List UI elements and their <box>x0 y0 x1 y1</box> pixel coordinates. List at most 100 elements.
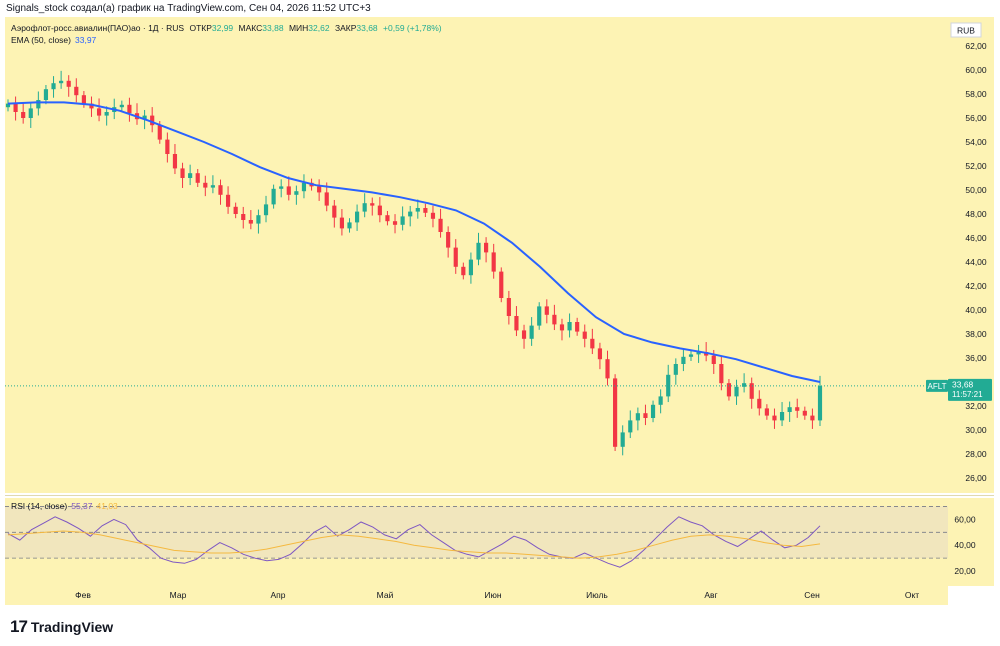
price-tick-label: 28,00 <box>965 449 987 459</box>
candle <box>339 209 344 236</box>
candle <box>400 206 405 231</box>
candle-body <box>453 247 458 267</box>
candle <box>613 374 618 451</box>
candle-body <box>66 80 71 87</box>
candle <box>461 262 466 280</box>
candle-body <box>544 306 549 315</box>
last-price-value: 33,68 <box>952 379 974 389</box>
price-tick-label: 62,00 <box>965 41 987 51</box>
candle <box>5 99 11 112</box>
candle <box>484 237 489 263</box>
candle-body <box>817 385 823 421</box>
rsi-scale[interactable] <box>948 498 994 586</box>
chart-caption: Signals_stock создал(а) график на Tradin… <box>6 3 371 14</box>
price-tick-label: 52,00 <box>965 161 987 171</box>
candle-body <box>294 191 299 195</box>
tradingview-logo[interactable]: 17 TradingView <box>10 617 113 637</box>
candle <box>605 350 610 386</box>
rsi-tick-label: 60,00 <box>954 514 976 524</box>
candle-body <box>742 383 747 387</box>
candle-body <box>575 322 580 332</box>
candle <box>559 318 565 341</box>
candle-body <box>605 359 610 379</box>
candle-body <box>491 252 496 272</box>
candle <box>537 302 542 330</box>
candle <box>195 169 200 187</box>
candle <box>377 197 382 223</box>
candle-body <box>772 415 777 421</box>
time-tick-label: Авг <box>704 590 717 600</box>
candle <box>468 252 474 284</box>
candle <box>28 102 33 128</box>
candle-body <box>354 211 360 223</box>
candle-body <box>271 188 276 205</box>
candle-body <box>559 324 565 331</box>
ema-line <box>7 101 821 383</box>
candle-body <box>256 215 261 224</box>
price-tick-label: 36,00 <box>965 353 987 363</box>
candle-body <box>643 413 648 418</box>
candle-body <box>81 95 86 104</box>
time-axis[interactable] <box>5 586 948 605</box>
price-tick-label: 32,00 <box>965 401 987 411</box>
price-scale[interactable] <box>948 17 994 493</box>
time-tick-label: Июн <box>484 590 501 600</box>
ticker-tag <box>926 379 948 392</box>
candle-body <box>446 232 451 248</box>
candle <box>21 102 26 124</box>
time-tick-label: Апр <box>271 590 286 600</box>
candle <box>362 193 367 218</box>
candle-body <box>286 186 291 195</box>
candle-body <box>734 386 739 397</box>
candle-body <box>719 364 724 384</box>
price-tick-label: 58,00 <box>965 89 987 99</box>
candle <box>643 404 648 426</box>
candle <box>188 164 193 186</box>
candle <box>241 206 246 229</box>
rsi-tick-label: 40,00 <box>954 540 976 550</box>
candle <box>263 195 269 223</box>
price-tick-label: 26,00 <box>965 473 987 483</box>
candle-body <box>119 104 124 108</box>
candle-body <box>757 398 762 409</box>
candle <box>544 299 549 324</box>
candle <box>726 379 732 401</box>
candle <box>354 204 360 231</box>
ema-legend: EMA (50, close) 33,97 <box>11 35 97 45</box>
candle-body <box>795 407 800 411</box>
candle-body <box>521 330 527 339</box>
candle <box>628 410 633 439</box>
candle-body <box>628 420 633 433</box>
candle-body <box>726 383 732 397</box>
candle-body <box>317 186 322 193</box>
candle-body <box>476 242 481 260</box>
price-tick-label: 30,00 <box>965 425 987 435</box>
price-tick-label: 60,00 <box>965 65 987 75</box>
candle <box>104 106 109 126</box>
candle <box>233 202 238 219</box>
candle-body <box>749 383 754 399</box>
candle-body <box>59 80 64 84</box>
candle-body <box>613 378 618 447</box>
candle <box>408 205 413 227</box>
candle <box>74 78 79 103</box>
candle <box>696 344 701 363</box>
candle-body <box>5 103 11 108</box>
candle <box>279 179 284 198</box>
candle-body <box>241 214 246 220</box>
candle <box>294 185 299 205</box>
candle <box>430 205 436 228</box>
candle <box>567 313 572 338</box>
candle-body <box>400 216 405 225</box>
candle-body <box>635 413 640 421</box>
candle <box>772 408 777 429</box>
candle <box>172 144 178 175</box>
candle-body <box>279 186 284 189</box>
candle-body <box>779 412 785 421</box>
candle-body <box>104 112 109 116</box>
candle-body <box>484 242 489 253</box>
candle <box>514 306 519 337</box>
price-tick-label: 54,00 <box>965 137 987 147</box>
price-tick-label: 46,00 <box>965 233 987 243</box>
